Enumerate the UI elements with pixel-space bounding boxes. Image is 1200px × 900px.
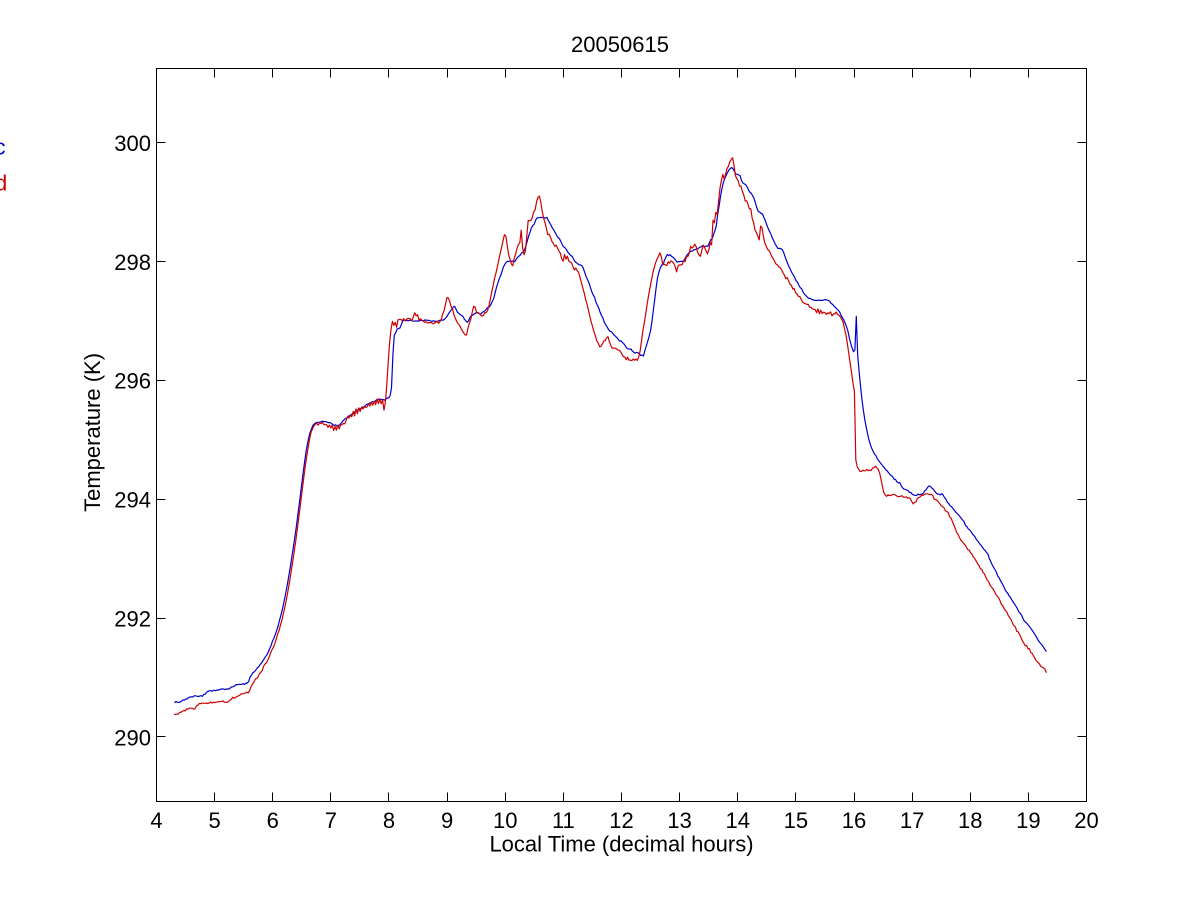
svg-text:Temperature (K): Temperature (K) (80, 353, 105, 512)
svg-text:300: 300 (114, 131, 151, 156)
svg-text:9: 9 (441, 808, 453, 833)
svg-text:5: 5 (208, 808, 220, 833)
svg-text:292: 292 (114, 607, 151, 632)
svg-text:15: 15 (784, 808, 808, 833)
svg-text:c: c (0, 135, 6, 160)
svg-text:296: 296 (114, 369, 151, 394)
svg-text:12: 12 (609, 808, 633, 833)
svg-text:6: 6 (267, 808, 279, 833)
svg-text:294: 294 (114, 488, 151, 513)
svg-text:20050615: 20050615 (571, 32, 669, 57)
svg-text:4: 4 (150, 808, 162, 833)
svg-text:17: 17 (900, 808, 924, 833)
svg-text:18: 18 (958, 808, 982, 833)
svg-text:298: 298 (114, 250, 151, 275)
svg-text:14: 14 (726, 808, 750, 833)
svg-text:11: 11 (552, 808, 575, 833)
svg-text:10: 10 (493, 808, 517, 833)
svg-text:d: d (0, 171, 7, 196)
svg-text:20: 20 (1074, 808, 1098, 833)
svg-text:16: 16 (842, 808, 866, 833)
svg-text:290: 290 (114, 725, 151, 750)
svg-text:13: 13 (667, 808, 691, 833)
svg-text:7: 7 (325, 808, 337, 833)
svg-text:19: 19 (1016, 808, 1040, 833)
svg-text:8: 8 (383, 808, 395, 833)
svg-text:Local Time (decimal hours): Local Time (decimal hours) (489, 832, 753, 857)
